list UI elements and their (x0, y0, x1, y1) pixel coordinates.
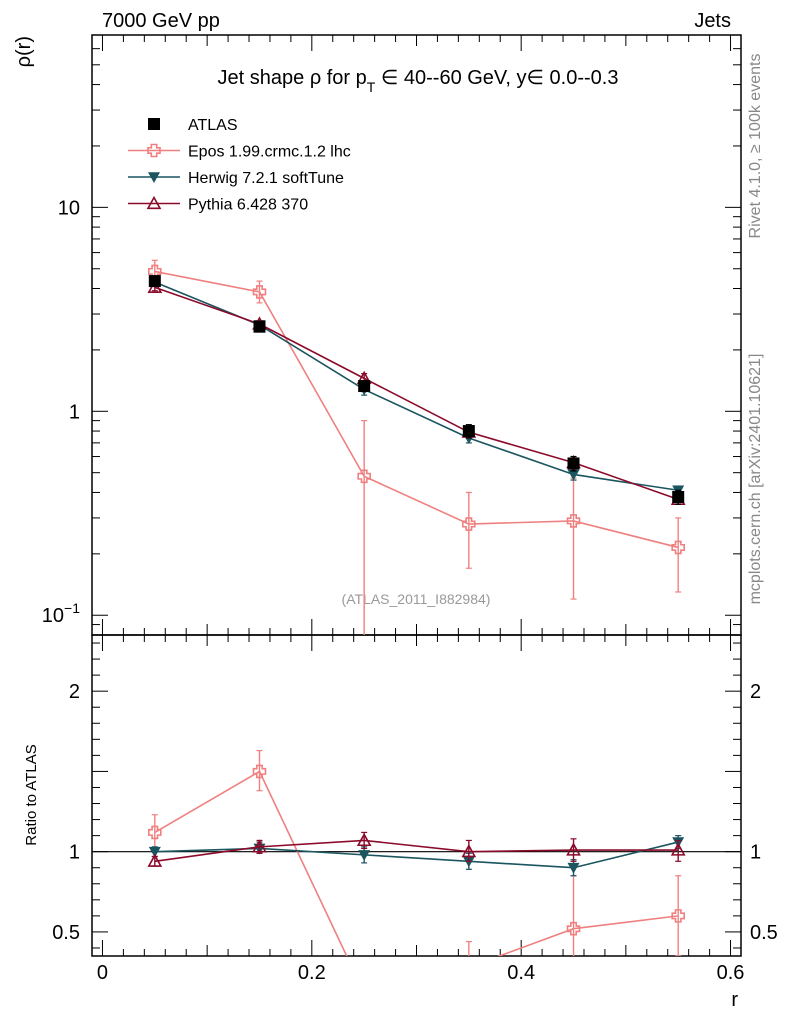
ratio-pythia-point (670, 842, 686, 856)
ratio-herwig-point (358, 850, 371, 861)
legend-atlas-label: ATLAS (188, 117, 238, 134)
title-main: Jet shape ρ for p (218, 67, 367, 89)
legend-entry-pythia: Pythia 6.428 370 (128, 195, 308, 214)
title-subscript: T (367, 79, 376, 95)
legend-epos-label: Epos 1.99.crmc.1.2 lhc (188, 144, 351, 161)
analysis-id-label: (ATLAS_2011_I882984) (342, 591, 491, 607)
ratio-epos-point (148, 825, 162, 840)
main-atlas-point (253, 320, 266, 333)
ratio-epos-point (252, 764, 267, 779)
ratio-series-herwig (148, 835, 685, 877)
title-rest: ∈ 40--60 GeV, y∈ 0.0--0.3 (375, 67, 618, 89)
legend-pythia-label: Pythia 6.428 370 (188, 197, 308, 214)
x-tick-label: 0.4 (507, 962, 535, 984)
main-epos-point (252, 285, 267, 299)
mcplots-reference-label: mcplots.cern.ch [arXiv:2401.10621] (747, 354, 764, 605)
ratio-pythia-point (566, 842, 581, 856)
main-epos-point (357, 469, 371, 484)
x-tick-label: 0.2 (298, 962, 326, 984)
ratio-herwig-point (462, 856, 475, 868)
main-atlas-point (567, 457, 580, 470)
legend-entry-atlas: ATLAS (148, 117, 238, 134)
legend-epos-marker (147, 143, 161, 158)
main-atlas-point (672, 490, 685, 503)
ratio-y-tick-label-right: 0.5 (750, 922, 778, 944)
ratio-y-tick-label-left: 2 (69, 681, 80, 703)
main-series-herwig (148, 277, 685, 497)
main-atlas-point (358, 380, 371, 393)
plot-title: Jet shape ρ for pT ∈ 40--60 GeV, y∈ 0.0-… (218, 67, 619, 95)
ratio-y-tick-label-left: 1 (69, 842, 80, 864)
main-atlas-point (148, 275, 161, 288)
ratio-pythia-line (154, 839, 679, 863)
ratio-epos-point (463, 961, 475, 973)
main-herwig-line (154, 281, 679, 492)
main-epos-point (462, 517, 476, 531)
ratio-pythia-point (356, 832, 372, 847)
ratio-y-tick-label-right: 2 (750, 681, 761, 703)
x-tick-label: 0.6 (717, 962, 745, 984)
header-energy-label: 7000 GeV pp (102, 10, 220, 32)
x-tick-label: 0 (97, 962, 108, 984)
ratio-epos-point (358, 987, 370, 999)
main-y-axis-label: ρ(r) (13, 36, 35, 67)
legend-herwig-marker (148, 172, 160, 183)
rivet-version-label: Rivet 4.1.0, ≥ 100k events (747, 54, 764, 239)
main-y-tick-label: 10 (58, 197, 80, 219)
main-series-pythia (147, 279, 686, 505)
main-y-tick-label: 10−1 (42, 600, 80, 627)
main-epos-point (566, 514, 581, 528)
ratio-panel-frame (91, 634, 742, 957)
ratio-series-epos (148, 749, 685, 999)
ratio-herwig-point (148, 846, 161, 858)
ratio-series-pythia (147, 831, 686, 867)
main-pythia-line (154, 286, 679, 501)
ratio-y-tick-label-left: 0.5 (52, 922, 80, 944)
main-y-tick-label-exponent: −1 (64, 600, 80, 616)
x-axis-label: r (731, 989, 738, 1011)
ratio-epos-point (566, 921, 581, 936)
ratio-y-axis-label: Ratio to ATLAS (23, 744, 40, 845)
main-series-atlas (148, 275, 685, 505)
main-epos-line (154, 270, 679, 549)
main-y-tick-label: 1 (69, 401, 80, 423)
main-epos-point (671, 540, 685, 555)
ratio-y-tick-label-right: 1 (750, 842, 761, 864)
ratio-epos-point (671, 909, 685, 923)
ratio-pythia-point (461, 844, 477, 858)
legend-herwig-label: Herwig 7.2.1 softTune (188, 170, 344, 187)
ratio-herwig-point (567, 862, 580, 874)
ratio-pythia-point (147, 853, 163, 867)
ratio-epos-line (154, 770, 679, 956)
legend-entry-epos: Epos 1.99.crmc.1.2 lhc (128, 144, 351, 161)
ratio-pythia-point (252, 839, 267, 853)
legend-entry-herwig: Herwig 7.2.1 softTune (128, 170, 344, 187)
legend-pythia-marker (146, 195, 162, 210)
main-series-epos (148, 259, 685, 635)
legend-atlas-marker (148, 118, 160, 130)
main-herwig-point (567, 469, 580, 481)
main-atlas-point (462, 425, 475, 438)
header-category-label: Jets (694, 10, 731, 32)
